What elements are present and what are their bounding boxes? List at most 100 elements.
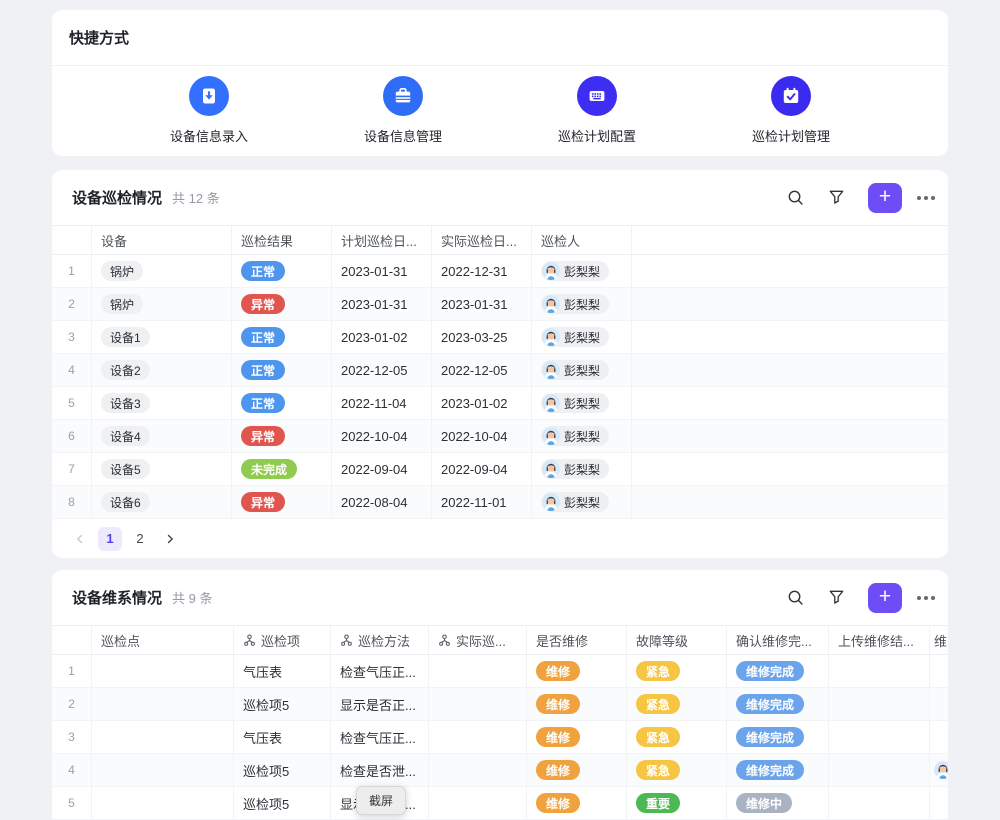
point-cell[interactable] [92,655,234,687]
upload-cell[interactable] [829,721,930,753]
worker-cell[interactable] [930,754,948,786]
inspector-cell[interactable]: 彭梨梨 [532,420,632,452]
shortcut-device-entry[interactable]: 设备信息录入 [170,76,248,145]
column-header-point[interactable]: 巡检点 [92,626,234,654]
column-header-item[interactable]: 巡检项 [234,626,331,654]
confirm-cell[interactable]: 维修完成 [727,721,829,753]
table-row[interactable]: 4 设备2 正常 2022-12-05 2022-12-05 彭梨梨 [52,354,948,387]
actual-date-cell[interactable]: 2023-01-31 [432,288,532,320]
actual-date-cell[interactable]: 2023-01-02 [432,387,532,419]
result-cell[interactable]: 异常 [232,420,332,452]
item-cell[interactable]: 气压表 [234,721,331,753]
table-row[interactable]: 1 锅炉 正常 2023-01-31 2022-12-31 彭梨梨 [52,255,948,288]
actual-date-cell[interactable]: 2022-12-05 [432,354,532,386]
planned-date-cell[interactable]: 2022-10-04 [332,420,432,452]
upload-cell[interactable] [829,688,930,720]
column-header-worker[interactable]: 维 [934,633,948,649]
column-header-method[interactable]: 巡检方法 [331,626,429,654]
point-cell[interactable] [92,787,234,819]
confirm-button[interactable]: 维修完成 [736,661,805,681]
item-cell[interactable]: 巡检项5 [234,787,331,819]
device-cell[interactable]: 设备2 [92,354,232,386]
search-icon[interactable] [786,188,805,207]
worker-cell[interactable] [930,655,948,687]
inspector-cell[interactable]: 彭梨梨 [532,453,632,485]
planned-date-cell[interactable]: 2022-12-05 [332,354,432,386]
column-header-repair[interactable]: 是否维修 [527,626,627,654]
table-row[interactable]: 5 巡检项5 显示是否正... 维修 重要 维修中 [52,787,948,820]
confirm-cell[interactable]: 维修完成 [727,688,829,720]
method-cell[interactable]: 检查气压正... [331,655,429,687]
column-header-upload[interactable]: 上传维修结... [829,626,930,654]
table-row[interactable]: 3 气压表 检查气压正... 维修 紧急 维修完成 [52,721,948,754]
device-cell[interactable]: 设备3 [92,387,232,419]
confirm-button[interactable]: 维修完成 [736,694,805,714]
actual-date-cell[interactable]: 2022-12-31 [432,255,532,287]
actual-cell[interactable] [429,721,527,753]
repair-cell[interactable]: 维修 [527,787,627,819]
actual-date-cell[interactable]: 2023-03-25 [432,321,532,353]
shortcut-plan-config[interactable]: 巡检计划配置 [558,76,636,145]
more-icon[interactable] [924,195,928,200]
result-cell[interactable]: 正常 [232,387,332,419]
result-cell[interactable]: 未完成 [232,453,332,485]
shortcut-device-manage[interactable]: 设备信息管理 [364,76,442,145]
planned-date-cell[interactable]: 2022-11-04 [332,387,432,419]
page-button-2[interactable]: 2 [136,531,144,546]
column-header-result[interactable]: 巡检结果 [232,226,332,254]
inspector-cell[interactable]: 彭梨梨 [532,321,632,353]
column-header-actual-date[interactable]: 实际巡检日... [432,226,532,254]
device-cell[interactable]: 设备4 [92,420,232,452]
repair-cell[interactable]: 维修 [527,754,627,786]
upload-cell[interactable] [829,655,930,687]
result-cell[interactable]: 异常 [232,486,332,518]
filter-icon[interactable] [827,188,846,207]
planned-date-cell[interactable]: 2022-09-04 [332,453,432,485]
device-cell[interactable]: 锅炉 [92,255,232,287]
inspector-cell[interactable]: 彭梨梨 [532,354,632,386]
point-cell[interactable] [92,688,234,720]
item-cell[interactable]: 巡检项5 [234,688,331,720]
chevron-left-icon[interactable] [68,527,92,551]
column-header-level[interactable]: 故障等级 [627,626,727,654]
actual-cell[interactable] [429,787,527,819]
planned-date-cell[interactable]: 2023-01-31 [332,288,432,320]
search-icon[interactable] [786,588,805,607]
actual-cell[interactable] [429,688,527,720]
inspector-cell[interactable]: 彭梨梨 [532,255,632,287]
device-cell[interactable]: 设备5 [92,453,232,485]
result-cell[interactable]: 异常 [232,288,332,320]
table-row[interactable]: 8 设备6 异常 2022-08-04 2022-11-01 彭梨梨 [52,486,948,519]
planned-date-cell[interactable]: 2023-01-31 [332,255,432,287]
worker-cell[interactable] [930,688,948,720]
confirm-cell[interactable]: 维修完成 [727,754,829,786]
level-cell[interactable]: 重要 [627,787,727,819]
item-cell[interactable]: 气压表 [234,655,331,687]
level-cell[interactable]: 紧急 [627,655,727,687]
column-header-planned-date[interactable]: 计划巡检日... [332,226,432,254]
actual-cell[interactable] [429,754,527,786]
actual-date-cell[interactable]: 2022-11-01 [432,486,532,518]
method-cell[interactable]: 检查是否泄... [331,754,429,786]
worker-cell[interactable] [930,787,948,819]
table-row[interactable]: 2 巡检项5 显示是否正... 维修 紧急 维修完成 [52,688,948,721]
level-cell[interactable]: 紧急 [627,721,727,753]
confirm-button[interactable]: 维修完成 [736,727,805,747]
chevron-right-icon[interactable] [158,527,182,551]
inspector-cell[interactable]: 彭梨梨 [532,486,632,518]
planned-date-cell[interactable]: 2023-01-02 [332,321,432,353]
table-row[interactable]: 2 锅炉 异常 2023-01-31 2023-01-31 彭梨梨 [52,288,948,321]
repair-cell[interactable]: 维修 [527,721,627,753]
actual-date-cell[interactable]: 2022-10-04 [432,420,532,452]
confirm-cell[interactable]: 维修中 [727,787,829,819]
add-record-button[interactable]: + [868,182,902,213]
actual-date-cell[interactable]: 2022-09-04 [432,453,532,485]
inspector-cell[interactable]: 彭梨梨 [532,387,632,419]
level-cell[interactable]: 紧急 [627,754,727,786]
confirm-button[interactable]: 维修中 [736,793,793,813]
device-cell[interactable]: 设备6 [92,486,232,518]
actual-cell[interactable] [429,655,527,687]
inspector-cell[interactable]: 彭梨梨 [532,288,632,320]
table-row[interactable]: 3 设备1 正常 2023-01-02 2023-03-25 彭梨梨 [52,321,948,354]
method-cell[interactable]: 显示是否正... [331,688,429,720]
